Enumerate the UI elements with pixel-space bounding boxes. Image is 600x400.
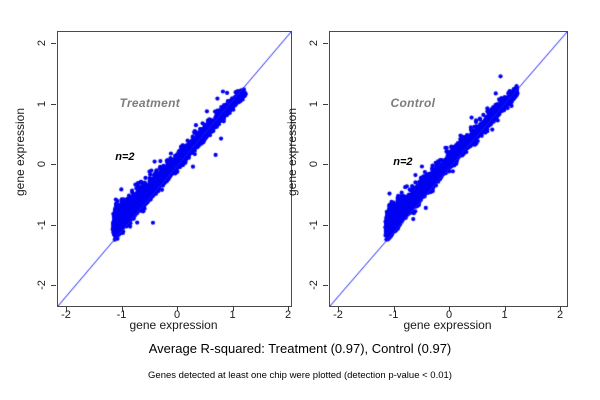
- x-tick-label: 0: [173, 309, 181, 321]
- x-tick-label: 2: [556, 309, 564, 321]
- x-tick: [504, 306, 506, 311]
- y-tick: [51, 43, 56, 44]
- y-tick-label: 2: [308, 39, 320, 47]
- x-tick-label: -2: [61, 309, 71, 321]
- y-tick-label: 1: [36, 100, 48, 107]
- x-tick: [288, 306, 289, 311]
- x-tick-label: 1: [501, 309, 508, 321]
- y-tick-label: 0: [36, 160, 48, 168]
- x-axis-label-treatment: gene expression: [129, 318, 218, 332]
- x-tick: [560, 306, 561, 311]
- x-tick: [232, 306, 234, 311]
- y-tick-label: -1: [36, 219, 48, 230]
- y-tick: [51, 224, 56, 226]
- y-tick-label: 2: [36, 39, 48, 47]
- panel-title-treatment: Treatment: [119, 96, 181, 111]
- y-axis-label-treatment: gene expression: [13, 107, 27, 197]
- caption-r-squared: Average R-squared: Treatment (0.97), Con…: [148, 341, 452, 356]
- x-tick: [121, 306, 123, 311]
- x-tick-label: -1: [116, 309, 127, 321]
- scatter-canvas-treatment: [58, 32, 291, 306]
- y-tick-label: -1: [308, 219, 320, 230]
- plot-area-control: [329, 31, 568, 307]
- x-tick-label: 0: [445, 309, 453, 321]
- y-tick: [51, 285, 56, 286]
- y-tick: [51, 103, 56, 105]
- x-tick-label: 2: [284, 309, 292, 321]
- x-tick: [66, 306, 67, 311]
- x-tick-label: -2: [333, 309, 343, 321]
- scatter-canvas-control: [330, 32, 567, 306]
- x-axis-label-control: gene expression: [403, 318, 492, 332]
- y-tick-label: -2: [36, 280, 48, 290]
- x-tick: [393, 306, 395, 311]
- x-tick: [449, 306, 450, 311]
- panel-title-control: Control: [390, 96, 436, 111]
- y-tick-label: -2: [308, 280, 320, 290]
- n-annotation-control: n=2: [393, 155, 413, 168]
- n-annotation-treatment: n=2: [115, 150, 135, 163]
- x-tick: [177, 306, 178, 311]
- y-tick: [323, 164, 328, 165]
- y-tick: [51, 164, 56, 165]
- y-axis-label-control: gene expression: [285, 107, 299, 197]
- y-tick: [323, 224, 328, 226]
- x-tick: [338, 306, 339, 311]
- plot-area-treatment: [57, 31, 292, 307]
- x-tick-label: 1: [229, 309, 236, 321]
- y-tick: [323, 103, 328, 105]
- x-tick-label: -1: [388, 309, 399, 321]
- y-tick: [323, 285, 328, 286]
- y-tick-label: 0: [308, 160, 320, 168]
- y-tick: [323, 43, 328, 44]
- y-tick-label: 1: [308, 100, 320, 107]
- caption-detection-note: Genes detected at least one chip were pl…: [148, 370, 452, 381]
